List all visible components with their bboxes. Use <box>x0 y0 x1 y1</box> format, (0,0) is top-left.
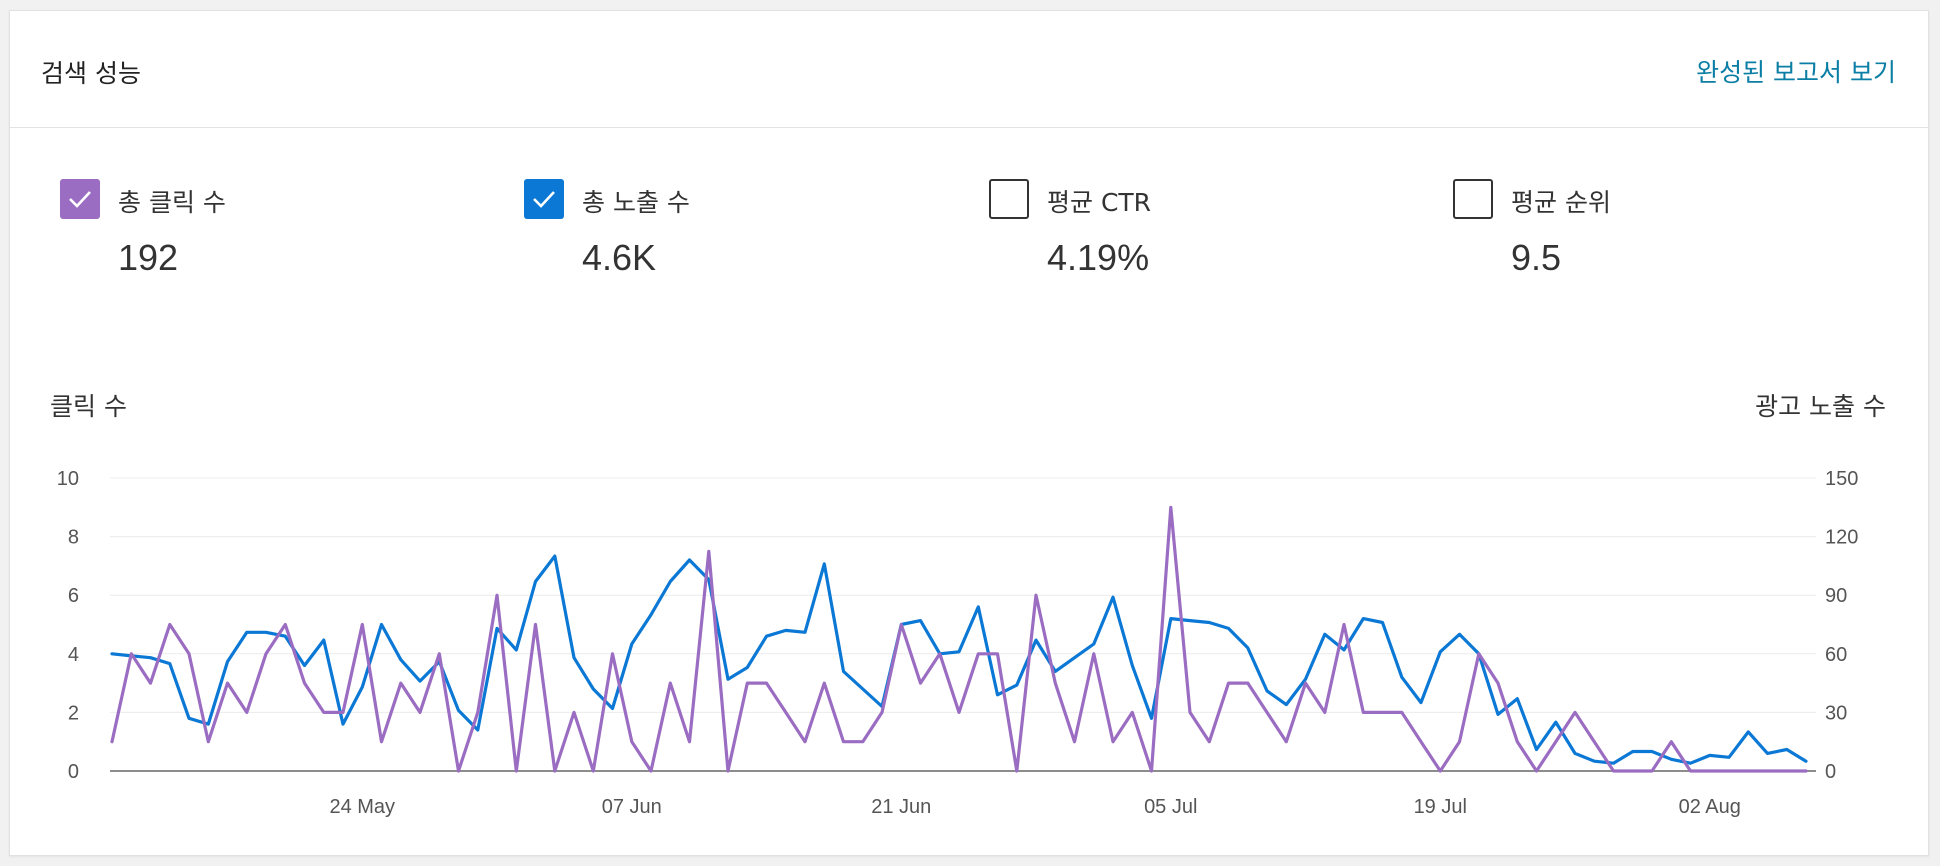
check-icon <box>69 191 91 208</box>
right-axis-title: 광고 노출 수 <box>1755 392 1886 421</box>
left-tick-label: 6 <box>68 585 79 607</box>
clicks-series-line <box>110 505 1808 773</box>
right-tick-label: 90 <box>1825 585 1847 607</box>
average-position-checkbox[interactable] <box>1453 179 1493 219</box>
card-header: 검색 성능 완성된 보고서 보기 <box>10 11 1928 128</box>
x-tick-label: 05 Jul <box>1144 796 1197 818</box>
x-tick-label: 02 Aug <box>1679 796 1741 818</box>
right-tick-label: 120 <box>1825 527 1858 549</box>
right-tick-label: 0 <box>1825 761 1836 783</box>
right-tick-label: 30 <box>1825 702 1847 724</box>
x-tick-label: 19 Jul <box>1414 796 1467 818</box>
x-tick-label: 24 May <box>329 796 395 818</box>
metric-value: 4.19% <box>1047 237 1150 278</box>
metric-label: 평균 CTR <box>1047 188 1152 217</box>
left-tick-label: 4 <box>68 644 79 666</box>
metric-label: 총 클릭 수 <box>118 188 226 217</box>
right-tick-label: 60 <box>1825 644 1847 666</box>
metric-label: 평균 순위 <box>1511 188 1611 217</box>
left-tick-label: 10 <box>57 468 79 490</box>
left-tick-label: 0 <box>68 761 79 783</box>
search-performance-card: 검색 성능 완성된 보고서 보기 총 클릭 수 192 총 노출 수 4.6K … <box>9 10 1929 856</box>
left-tick-label: 2 <box>68 702 79 724</box>
metric-label: 총 노출 수 <box>582 188 690 217</box>
x-tick-label: 21 Jun <box>871 796 931 818</box>
metric-value: 4.6K <box>582 237 657 278</box>
performance-line-chart: 0 0 2 30 4 60 6 90 8 120 10 150 24 May 07 Jun 21 Jun 05… <box>57 468 1859 818</box>
total-impressions-checkbox[interactable] <box>524 179 564 219</box>
right-tick-label: 150 <box>1825 468 1858 490</box>
impressions-series-line <box>110 554 1808 765</box>
check-icon <box>533 191 555 208</box>
card-title: 검색 성능 <box>41 59 141 88</box>
total-clicks-checkbox[interactable] <box>60 179 100 219</box>
left-axis-title: 클릭 수 <box>50 392 127 421</box>
metric-value: 9.5 <box>1511 237 1562 278</box>
metric-value: 192 <box>118 237 179 278</box>
x-tick-label: 07 Jun <box>602 796 662 818</box>
left-tick-label: 8 <box>68 527 79 549</box>
average-ctr-checkbox[interactable] <box>989 179 1029 219</box>
full-report-link[interactable]: 완성된 보고서 보기 <box>1696 58 1896 87</box>
